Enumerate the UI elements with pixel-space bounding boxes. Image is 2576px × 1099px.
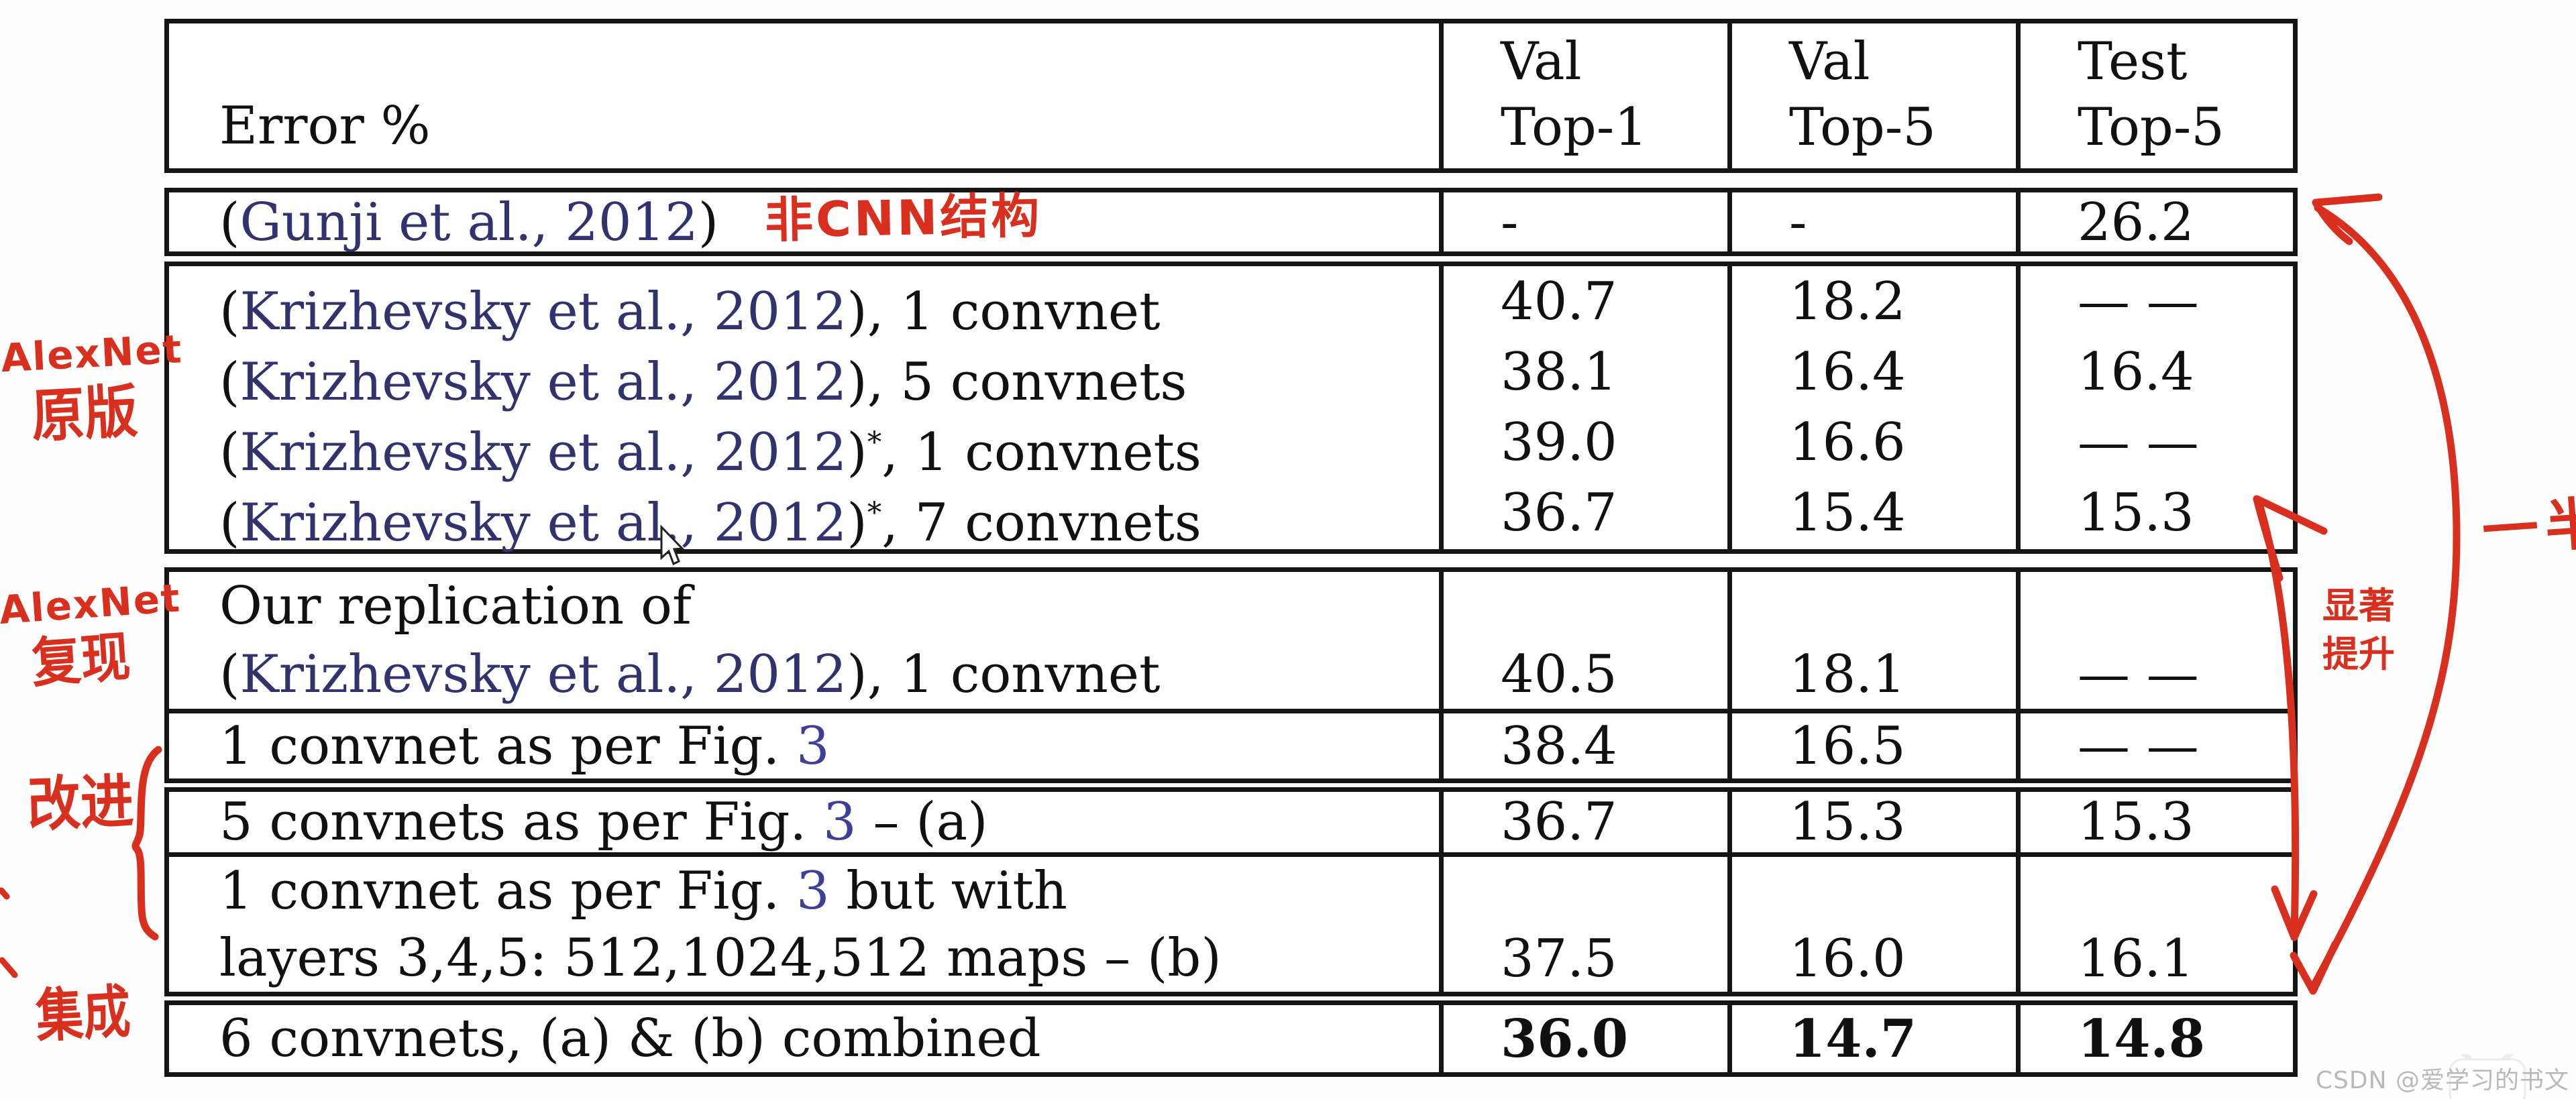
row-fig3-1convnet: 1 convnet as per Fig. 3 38.4 16.5 — —: [164, 709, 2298, 783]
krizhevsky-test-top5-col: — — 16.4 — — 15.3: [2078, 272, 2199, 543]
annotation-alexnet-replication: AlexNet 复现: [0, 575, 182, 695]
header-val-top5: Val Top-5: [1789, 32, 1936, 158]
row-gunji: (Gunji et al., 2012) - - 26.2: [164, 188, 2298, 256]
column-divider: [1727, 266, 1732, 549]
fig3b-val-top1: 37.5: [1501, 929, 1617, 989]
watermark-text: CSDN @爱学习的书文: [2315, 1067, 2569, 1094]
combined-label-cell: 6 convnets, (a) & (b) combined: [219, 1008, 1041, 1069]
fig-ref-link[interactable]: 3: [796, 715, 830, 776]
fig3b-label-cell: 1 convnet as per Fig. 3 but with layers …: [219, 860, 1222, 988]
column-divider: [1439, 572, 1444, 709]
half-arrow-head-bottom: [2290, 940, 2339, 995]
column-divider: [2016, 713, 2021, 778]
column-divider: [1439, 713, 1444, 778]
column-divider: [1439, 23, 1444, 168]
citation-link-krizhevsky[interactable]: Krizhevsky et al., 2012: [239, 644, 847, 705]
fig-ref-link[interactable]: 3: [796, 860, 830, 921]
citation-link-krizhevsky[interactable]: Krizhevsky et al., 2012: [239, 352, 847, 412]
combined-val-top5: 14.7: [1789, 1008, 1917, 1069]
krizhevsky-val-top5-col: 18.2 16.4 16.6 15.4: [1789, 272, 1906, 543]
block-our-replication: Our replication of (Krizhevsky et al., 2…: [164, 567, 2298, 713]
krizhevsky-val-top1-col: 40.7 38.1 39.0 36.7: [1501, 272, 1617, 543]
edge-mark-lower: [0, 957, 18, 978]
header-error-cell: Error %: [169, 23, 1439, 168]
citation-link-krizhevsky[interactable]: Krizhevsky et al., 2012: [239, 422, 847, 483]
column-divider: [2016, 192, 2021, 253]
column-divider: [1439, 192, 1444, 253]
improvement-brace: [131, 746, 162, 941]
column-divider: [2016, 572, 2021, 709]
column-divider: [1439, 792, 1444, 852]
annotation-significant-improvement: 显著 提升: [2322, 585, 2395, 675]
gunji-val-top5: -: [1789, 192, 1807, 253]
annotation-half: 一半: [2479, 489, 2576, 565]
csdn-watermark-logo: [2449, 1054, 2526, 1099]
citation-link-krizhevsky[interactable]: Krizhevsky et al., 2012: [239, 282, 847, 342]
annotation-ensemble: 集成: [34, 978, 133, 1051]
fig3-label-cell: 1 convnet as per Fig. 3: [219, 715, 830, 776]
row-fig3-modified-b: 1 convnet as per Fig. 3 but with layers …: [164, 852, 2298, 996]
citation-link-gunji[interactable]: Gunji et al., 2012: [239, 192, 698, 253]
column-divider: [2016, 266, 2021, 549]
header-test-top5: Test Top-5: [2078, 32, 2224, 158]
half-arrow-head-top: [2312, 193, 2383, 245]
column-divider: [1727, 857, 1732, 992]
column-divider: [1439, 857, 1444, 992]
combined-val-top1: 36.0: [1501, 1008, 1628, 1069]
fig3a-val-top1: 36.7: [1501, 792, 1617, 852]
table-header-row: Error % Val Top-1 Val Top-5 Test Top-5: [164, 19, 2298, 173]
krizhevsky-label-cell: (Krizhevsky et al., 2012), 1 convnet (Kr…: [219, 282, 1201, 553]
column-divider: [2016, 857, 2021, 992]
header-val-top1: Val Top-1: [1501, 32, 1648, 158]
column-divider: [1727, 792, 1732, 852]
column-divider: [1439, 266, 1444, 549]
error-table: Error % Val Top-1 Val Top-5 Test Top-5 (…: [164, 19, 2298, 1077]
column-divider: [2016, 792, 2021, 852]
fig3-test-top5: — —: [2078, 715, 2199, 776]
fig3a-label-cell: 5 convnets as per Fig. 3 – (a): [219, 792, 988, 852]
combined-test-top5: 14.8: [2078, 1008, 2205, 1069]
annotation-improvement: 改进: [26, 766, 135, 840]
fig3a-val-top5: 15.3: [1789, 792, 1906, 852]
column-divider: [1727, 23, 1732, 168]
fig-ref-link[interactable]: 3: [823, 792, 857, 852]
column-divider: [1727, 572, 1732, 709]
fig3b-val-top5: 16.0: [1789, 929, 1906, 989]
header-error-label: Error %: [219, 96, 431, 156]
our-replication-val-top5: 18.1: [1789, 644, 1906, 705]
our-replication-val-top1: 40.5: [1501, 644, 1617, 705]
edge-mark-upper: [0, 887, 10, 900]
column-divider: [1439, 1005, 1444, 1072]
row-combined-ensemble: 6 convnets, (a) & (b) combined 36.0 14.7…: [164, 1000, 2298, 1077]
fig3-val-top1: 38.4: [1501, 715, 1617, 776]
citation-link-krizhevsky[interactable]: Krizhevsky et al., 2012: [239, 493, 847, 553]
annotation-non-cnn: 非CNN结构: [764, 187, 1043, 249]
column-divider: [1727, 713, 1732, 778]
annotation-alexnet-original: AlexNet 原版: [0, 326, 184, 451]
our-replication-test-top5: — —: [2078, 644, 2199, 705]
gunji-label-cell: (Gunji et al., 2012): [219, 192, 719, 253]
block-krizhevsky: (Krizhevsky et al., 2012), 1 convnet (Kr…: [164, 262, 2298, 554]
fig3-val-top5: 16.5: [1789, 715, 1906, 776]
gunji-test-top5: 26.2: [2078, 192, 2194, 253]
gunji-val-top1: -: [1501, 192, 1519, 253]
row-fig3-5convnets-a: 5 convnets as per Fig. 3 – (a) 36.7 15.3…: [164, 787, 2298, 857]
column-divider: [1727, 1005, 1732, 1072]
column-divider: [1727, 192, 1732, 253]
our-replication-label-cell: Our replication of (Krizhevsky et al., 2…: [219, 576, 1161, 705]
column-divider: [2016, 1005, 2021, 1072]
fig3b-test-top5: 16.1: [2078, 929, 2194, 989]
fig3a-test-top5: 15.3: [2078, 792, 2194, 852]
column-divider: [2016, 23, 2021, 168]
